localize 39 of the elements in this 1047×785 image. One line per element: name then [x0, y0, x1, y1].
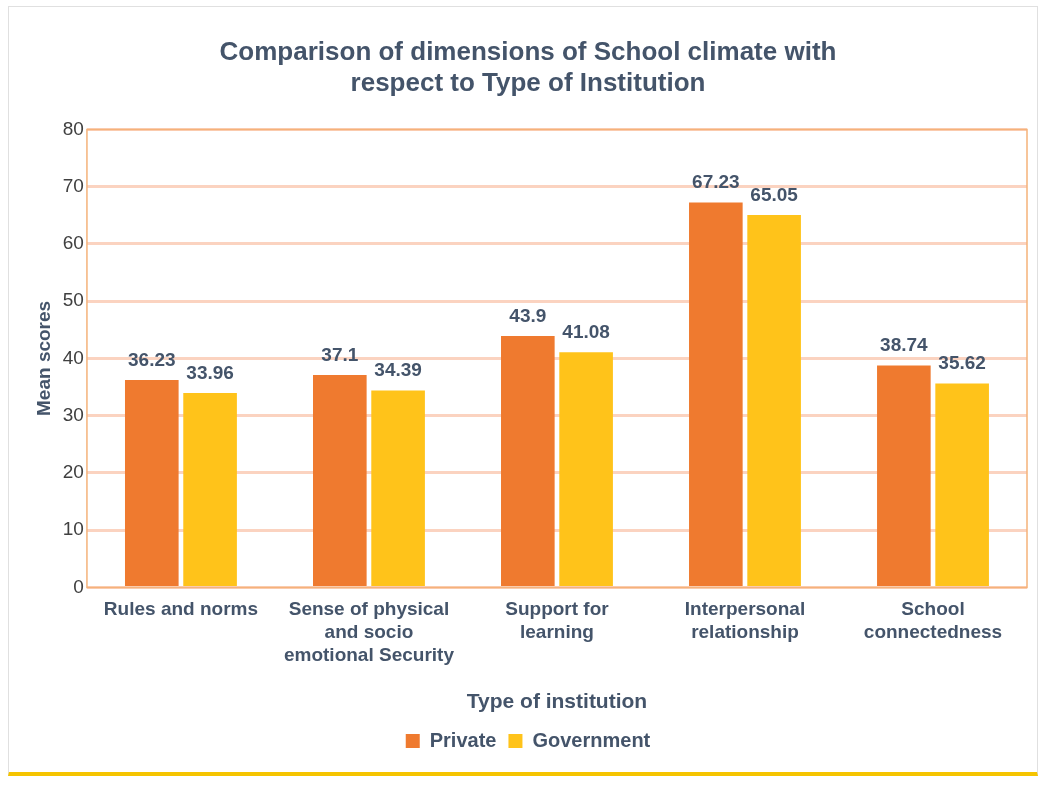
x-tick-label: Interpersonal relationship [684, 598, 806, 642]
x-tick-label: Rules and norms [103, 598, 259, 620]
bar [935, 383, 989, 586]
x-tick-label: School connectedness [863, 598, 1003, 642]
bar [501, 336, 555, 586]
y-tick-label: 0 [73, 575, 84, 597]
y-tick-label: 30 [62, 403, 84, 425]
bar [183, 392, 237, 586]
bar [877, 365, 931, 586]
bar [747, 214, 801, 586]
x-tick-label: Support for learning [505, 598, 610, 642]
data-label: 35.62 [938, 352, 986, 374]
bar [689, 202, 743, 586]
y-tick-label: 80 [62, 117, 84, 139]
data-label: 33.96 [186, 361, 234, 383]
bar [313, 375, 367, 586]
data-label: 65.05 [750, 183, 799, 205]
legend-label: Private [429, 728, 497, 751]
y-tick-label: 70 [62, 174, 84, 196]
bar [559, 352, 613, 586]
data-label: 67.23 [692, 171, 740, 193]
data-label: 36.23 [128, 348, 176, 370]
x-axis-title: Type of institution [466, 689, 648, 713]
y-tick-label: 40 [62, 346, 84, 368]
data-label: 43.9 [509, 304, 547, 326]
data-label: 34.39 [374, 359, 422, 381]
y-axis-title: Mean scores [32, 300, 54, 416]
y-tick-label: 50 [62, 289, 84, 311]
bar [124, 379, 179, 586]
data-label: 37.1 [321, 343, 359, 365]
x-tick-label: Sense of physical and socio emotional Security [283, 598, 455, 665]
y-tick-label: 60 [62, 232, 84, 254]
chart-title: Comparison of dimensions of School climate with respect to Type of Institution [219, 35, 837, 97]
y-tick-label: 20 [62, 461, 84, 483]
y-tick-label: 10 [62, 518, 84, 540]
data-label: 38.74 [880, 334, 929, 356]
data-label: 41.08 [562, 320, 610, 342]
bar [371, 390, 425, 586]
legend-label: Government [532, 728, 651, 751]
